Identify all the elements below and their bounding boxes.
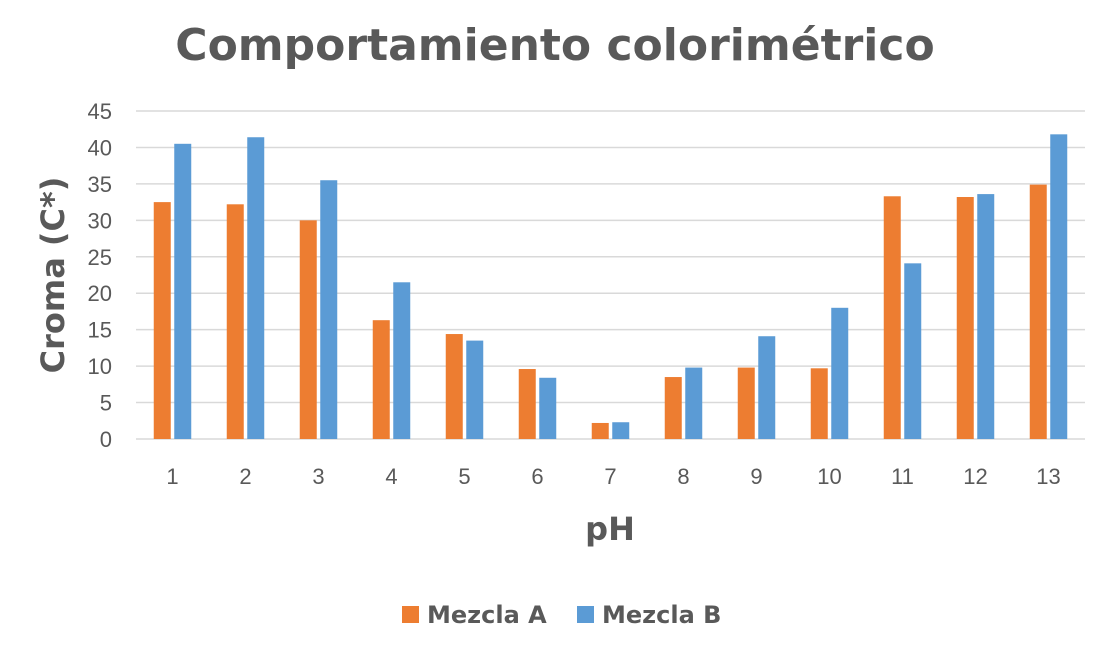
x-axis-ticks: 1 2 3 4 5 6 7 8 9 10 11 12 13: [166, 464, 1060, 489]
bar-mezcla-a-ph-5: [445, 334, 463, 439]
bar-mezcla-b-ph-6: [539, 377, 557, 439]
bar-mezcla-a-ph-12: [956, 197, 974, 439]
legend-label: Mezcla B: [602, 601, 721, 629]
y-axis-ticks: 0 5 10 15 20 25 30 35 40 45: [88, 99, 112, 452]
x-tick-label: 6: [531, 464, 543, 489]
y-tick-label: 40: [88, 135, 112, 160]
x-tick-label: 8: [677, 464, 689, 489]
bar-mezcla-a-ph-3: [299, 220, 317, 439]
y-tick-label: 45: [88, 99, 112, 124]
bar-mezcla-a-ph-13: [1029, 184, 1047, 439]
bars: [153, 134, 1068, 440]
x-tick-label: 4: [385, 464, 397, 489]
bar-mezcla-b-ph-9: [758, 336, 776, 439]
bar-mezcla-a-ph-6: [518, 369, 536, 439]
bar-mezcla-a-ph-7: [591, 422, 609, 439]
x-tick-label: 2: [239, 464, 251, 489]
y-tick-label: 10: [88, 354, 112, 379]
bar-mezcla-b-ph-12: [977, 194, 995, 439]
bar-mezcla-a-ph-2: [226, 204, 244, 439]
y-axis-label: Croma (C*): [34, 177, 72, 374]
bar-mezcla-a-ph-1: [153, 202, 171, 439]
bar-mezcla-b-ph-2: [247, 137, 265, 440]
bar-mezcla-a-ph-11: [883, 196, 901, 439]
bar-mezcla-b-ph-10: [831, 307, 849, 439]
x-tick-label: 9: [750, 464, 762, 489]
x-axis-label: pH: [585, 510, 635, 548]
x-tick-label: 7: [604, 464, 616, 489]
legend-label: Mezcla A: [427, 601, 547, 629]
bar-mezcla-a-ph-10: [810, 368, 828, 439]
bar-mezcla-b-ph-8: [685, 367, 703, 439]
y-tick-label: 15: [88, 318, 112, 343]
y-tick-label: 35: [88, 172, 112, 197]
bar-mezcla-b-ph-11: [904, 263, 922, 439]
legend-swatch-mezcla-a: [402, 606, 419, 623]
bar-mezcla-a-ph-9: [737, 367, 755, 439]
y-tick-label: 25: [88, 245, 112, 270]
x-tick-label: 3: [312, 464, 324, 489]
legend: Mezcla A Mezcla B: [402, 601, 721, 629]
x-tick-label: 12: [963, 464, 987, 489]
bar-mezcla-b-ph-13: [1050, 134, 1068, 439]
chart-title: Comportamiento colorimétrico: [175, 20, 934, 71]
legend-swatch-mezcla-b: [577, 606, 594, 623]
x-tick-label: 1: [166, 464, 178, 489]
gridlines: [136, 110, 1085, 440]
bar-mezcla-a-ph-4: [372, 320, 390, 439]
x-tick-label: 5: [458, 464, 470, 489]
x-tick-label: 13: [1036, 464, 1060, 489]
y-tick-label: 0: [100, 427, 112, 452]
bar-mezcla-b-ph-7: [612, 422, 630, 439]
bar-mezcla-b-ph-5: [466, 340, 484, 439]
y-tick-label: 5: [100, 391, 112, 416]
bar-mezcla-a-ph-8: [664, 377, 682, 439]
x-tick-label: 10: [817, 464, 841, 489]
y-tick-label: 20: [88, 281, 112, 306]
y-tick-label: 30: [88, 208, 112, 233]
bar-mezcla-b-ph-1: [174, 143, 192, 440]
bar-mezcla-b-ph-3: [320, 180, 338, 439]
x-tick-label: 11: [891, 464, 914, 489]
bar-mezcla-b-ph-4: [393, 282, 411, 439]
